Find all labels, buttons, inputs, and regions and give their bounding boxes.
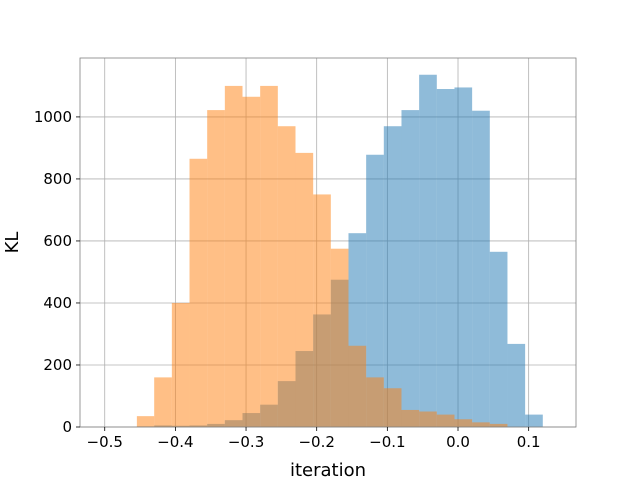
histogram-bar-series-1: [454, 87, 473, 428]
histogram-bar-series-1: [419, 74, 437, 427]
x-tick-label: 0.0: [446, 433, 470, 451]
histogram-bar-series-2: [489, 423, 508, 427]
histogram-bar-series-1: [436, 89, 455, 428]
x-tick-label: −0.4: [157, 433, 193, 451]
histogram-bar-series-2: [224, 85, 243, 427]
histogram-bar-series-2: [401, 409, 420, 427]
histogram-bar-series-2: [472, 422, 490, 427]
histogram-bar-series-2: [348, 345, 367, 427]
histogram-bar-series-2: [242, 96, 261, 428]
histogram-bar-series-2: [454, 419, 473, 427]
x-axis-label: iteration: [290, 460, 366, 480]
histogram-bar-series-1: [472, 110, 490, 427]
histogram-bar-series-2: [171, 302, 190, 427]
histogram-bar-series-1: [489, 251, 508, 427]
histogram-bar-series-2: [277, 126, 296, 427]
histogram-bar-series-1: [383, 126, 402, 427]
histogram-bar-series-2: [189, 158, 208, 427]
y-tick-label: 0: [62, 418, 72, 436]
x-tick-label: −0.5: [87, 433, 123, 451]
histogram-bar-series-2: [207, 110, 225, 427]
histogram-bar-series-1: [401, 110, 420, 427]
histogram-bar-series-2: [383, 388, 402, 427]
ticks-layer: −0.5 −0.4 −0.3 −0.2 −0.1 0.0 0.1 0 200 400 600 800 1…: [34, 108, 541, 451]
plot-frame: [79, 57, 577, 428]
histogram-bar-series-2: [436, 414, 455, 427]
y-axis-label: KL: [2, 232, 23, 254]
histogram-bar-series-1: [366, 154, 384, 427]
y-tick-label: 800: [43, 170, 72, 188]
y-tick-label: 1000: [34, 108, 72, 126]
x-tick-label: −0.2: [298, 433, 334, 451]
bars-layer: [136, 74, 543, 428]
histogram-bar-series-2: [366, 377, 384, 427]
histogram-bar-series-2: [330, 248, 349, 427]
y-tick-label: 400: [43, 294, 72, 312]
x-tick-label: −0.3: [228, 433, 264, 451]
histogram-bar-series-2: [136, 416, 155, 427]
x-tick-label: 0.1: [517, 433, 541, 451]
histogram-bar-series-2: [154, 377, 172, 427]
histogram-bar-series-2: [260, 85, 278, 427]
histogram-bar-series-2: [295, 152, 314, 427]
x-tick-label: −0.1: [369, 433, 405, 451]
histogram-bar-series-2: [313, 194, 331, 427]
histogram-bar-series-2: [419, 411, 437, 427]
y-tick-label: 200: [43, 356, 72, 374]
histogram-bar-series-1: [507, 343, 526, 427]
y-tick-label: 600: [43, 232, 72, 250]
histogram-bar-series-1: [525, 414, 543, 427]
